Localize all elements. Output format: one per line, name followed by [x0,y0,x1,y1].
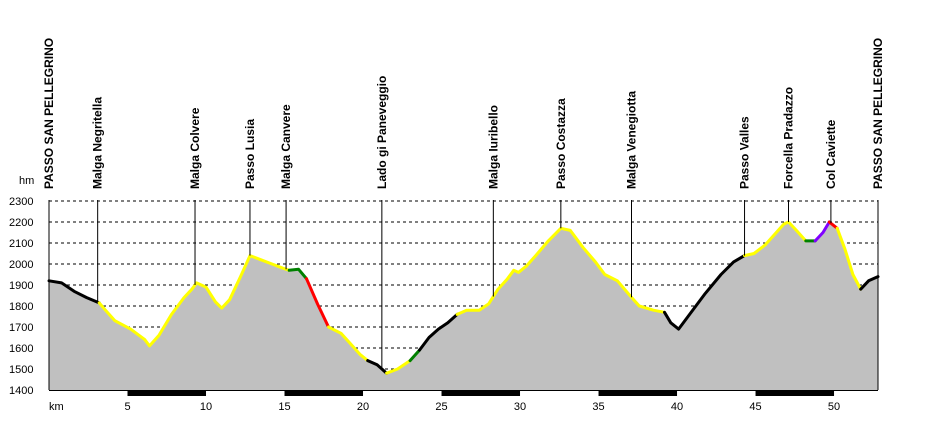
waypoint-label-12: PASSO SAN PELLEGRINO [871,38,885,189]
y-tick-label-2300: 2300 [9,196,33,208]
x-tick-label-30: 30 [514,401,526,413]
y-tick-label-1400: 1400 [9,385,33,397]
waypoint-label-7: Passo Costazza [554,98,568,189]
km-band-35-40 [599,391,678,396]
km-band-25-30 [442,391,521,396]
waypoint-label-9: Passo Valles [738,116,752,189]
waypoint-label-8: Malga Venegiotta [624,91,638,189]
km-band-5-10 [128,391,207,396]
km-band-15-20 [285,391,364,396]
x-tick-label-20: 20 [357,401,369,413]
x-tick-label-25: 25 [435,401,447,413]
y-tick-label-2100: 2100 [9,238,33,250]
waypoint-label-2: Malga Colvere [188,107,202,189]
x-tick-label-15: 15 [278,401,290,413]
x-tick-label-5: 5 [124,401,130,413]
waypoint-label-6: Malga Iuribello [486,105,500,189]
x-tick-label-40: 40 [671,401,683,413]
waypoint-label-11: Col Caviette [824,119,838,189]
waypoint-label-10: Forcella Pradazzo [782,87,796,189]
y-axis-label: hm [19,175,34,187]
waypoint-label-3: Passo Lusia [243,119,257,189]
x-tick-label-10: 10 [200,401,212,413]
y-tick-label-2000: 2000 [9,259,33,271]
y-tick-label-1900: 1900 [9,280,33,292]
waypoint-label-1: Malga Negritella [91,97,105,189]
km-band-45-50 [756,391,835,396]
x-tick-label-50: 50 [828,401,840,413]
y-tick-label-1500: 1500 [9,364,33,376]
y-tick-label-2200: 2200 [9,217,33,229]
waypoint-label-0: PASSO SAN PELLEGRINO [42,38,56,189]
y-tick-label-1600: 1600 [9,343,33,355]
x-tick-label-45: 45 [749,401,761,413]
y-tick-label-1700: 1700 [9,322,33,334]
x-tick-label-35: 35 [592,401,604,413]
y-tick-label-1800: 1800 [9,301,33,313]
waypoint-label-5: Lado gi Paneveggio [375,76,389,189]
waypoint-label-4: Malga Canvere [279,104,293,189]
x-axis-label: km [49,401,64,413]
